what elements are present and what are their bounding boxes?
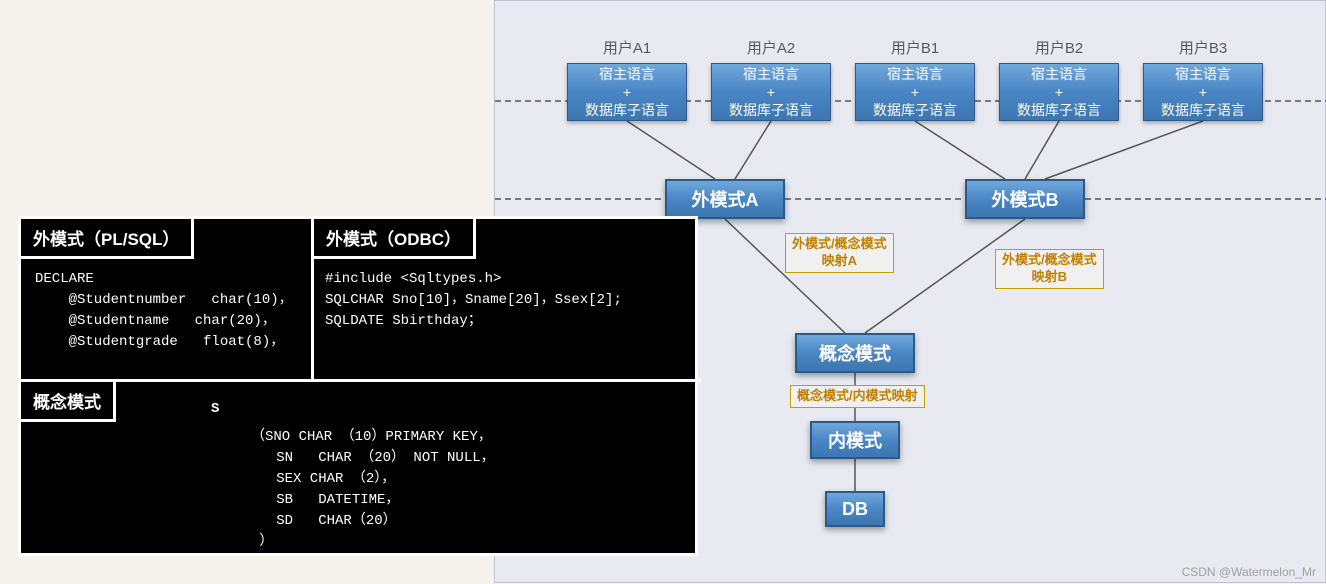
plsql-body: DECLARE @Studentnumber char(10)， @Studen… bbox=[35, 269, 293, 353]
user-label-a2: 用户A2 bbox=[711, 37, 831, 58]
user-box-b1: 宿主语言 + 数据库子语言 bbox=[855, 63, 975, 121]
user-box-b2: 宿主语言 + 数据库子语言 bbox=[999, 63, 1119, 121]
user-box-line1: 宿主语言 bbox=[599, 65, 655, 83]
user-label-a1: 用户A1 bbox=[567, 37, 687, 58]
user-box-a2: 宿主语言 + 数据库子语言 bbox=[711, 63, 831, 121]
db-box: DB bbox=[825, 491, 885, 527]
concept-header: 概念模式 bbox=[18, 379, 116, 422]
code-panel: 外模式（PL/SQL） DECLARE @Studentnumber char(… bbox=[18, 216, 698, 556]
plsql-header: 外模式（PL/SQL） bbox=[18, 216, 194, 259]
user-box-b3: 宿主语言 + 数据库子语言 bbox=[1143, 63, 1263, 121]
user-label-b2: 用户B2 bbox=[999, 37, 1119, 58]
concept-inner-mapping: 概念模式/内模式映射 bbox=[790, 385, 925, 408]
mapping-a: 外模式/概念模式 映射A bbox=[785, 233, 894, 273]
inner-schema: 内模式 bbox=[810, 421, 900, 459]
odbc-body: #include <Sqltypes.h> SQLCHAR Sno[10]，Sn… bbox=[325, 269, 622, 332]
concept-schema: 概念模式 bbox=[795, 333, 915, 373]
user-label-b1: 用户B1 bbox=[855, 37, 975, 58]
concept-body: （SNO CHAR （10）PRIMARY KEY， SN CHAR （20） … bbox=[251, 427, 495, 553]
odbc-header: 外模式（ODBC） bbox=[311, 216, 476, 259]
user-label-b3: 用户B3 bbox=[1143, 37, 1263, 58]
concept-table-name: S bbox=[211, 399, 219, 420]
watermark: CSDN @Watermelon_Mr bbox=[1182, 565, 1316, 579]
mapping-b: 外模式/概念模式 映射B bbox=[995, 249, 1104, 289]
user-box-a1: 宿主语言 + 数据库子语言 bbox=[567, 63, 687, 121]
ext-schema-a: 外模式A bbox=[665, 179, 785, 219]
user-box-line3: 数据库子语言 bbox=[585, 101, 669, 119]
ext-schema-b: 外模式B bbox=[965, 179, 1085, 219]
panel-divider-horiz bbox=[21, 379, 701, 382]
user-box-line2: + bbox=[623, 83, 631, 101]
